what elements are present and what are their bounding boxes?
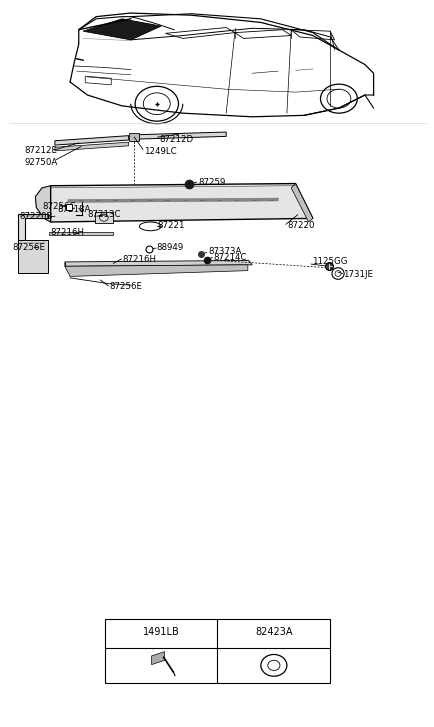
Polygon shape [83, 19, 161, 40]
Polygon shape [65, 260, 252, 266]
Text: 87256E: 87256E [109, 282, 142, 291]
Polygon shape [18, 214, 48, 247]
Text: 1491LB: 1491LB [142, 627, 179, 637]
Text: 87216H: 87216H [50, 228, 84, 237]
Polygon shape [129, 133, 138, 142]
Text: 87212E: 87212E [24, 146, 57, 156]
Polygon shape [68, 198, 278, 202]
Text: 87218A: 87218A [57, 205, 90, 214]
Text: 87373A: 87373A [207, 247, 241, 256]
Text: 87220B: 87220B [19, 212, 52, 222]
Polygon shape [18, 240, 47, 273]
Text: 87220: 87220 [286, 221, 314, 230]
Polygon shape [95, 212, 112, 223]
Text: 82423A: 82423A [254, 627, 292, 637]
Polygon shape [55, 136, 128, 145]
Polygon shape [50, 183, 312, 222]
Polygon shape [131, 132, 226, 140]
Polygon shape [55, 142, 128, 151]
Text: 87212D: 87212D [158, 134, 193, 144]
Text: 1125GG: 1125GG [311, 257, 347, 266]
Polygon shape [151, 651, 164, 664]
Text: 87214C: 87214C [213, 253, 246, 262]
Text: 87259: 87259 [197, 177, 225, 187]
Text: 1731JE: 1731JE [342, 270, 372, 279]
Text: 88949: 88949 [156, 243, 184, 252]
Polygon shape [49, 232, 113, 235]
Text: 87256C: 87256C [42, 201, 75, 211]
Text: 87221: 87221 [157, 221, 185, 230]
Polygon shape [65, 265, 247, 276]
Text: 87256E: 87256E [13, 243, 46, 252]
Text: 1249LC: 1249LC [144, 147, 176, 156]
Polygon shape [35, 185, 50, 222]
Text: 87213C: 87213C [87, 209, 121, 219]
Polygon shape [290, 183, 312, 222]
Text: 92750A: 92750A [24, 158, 58, 167]
Text: 87216H: 87216H [122, 255, 156, 264]
